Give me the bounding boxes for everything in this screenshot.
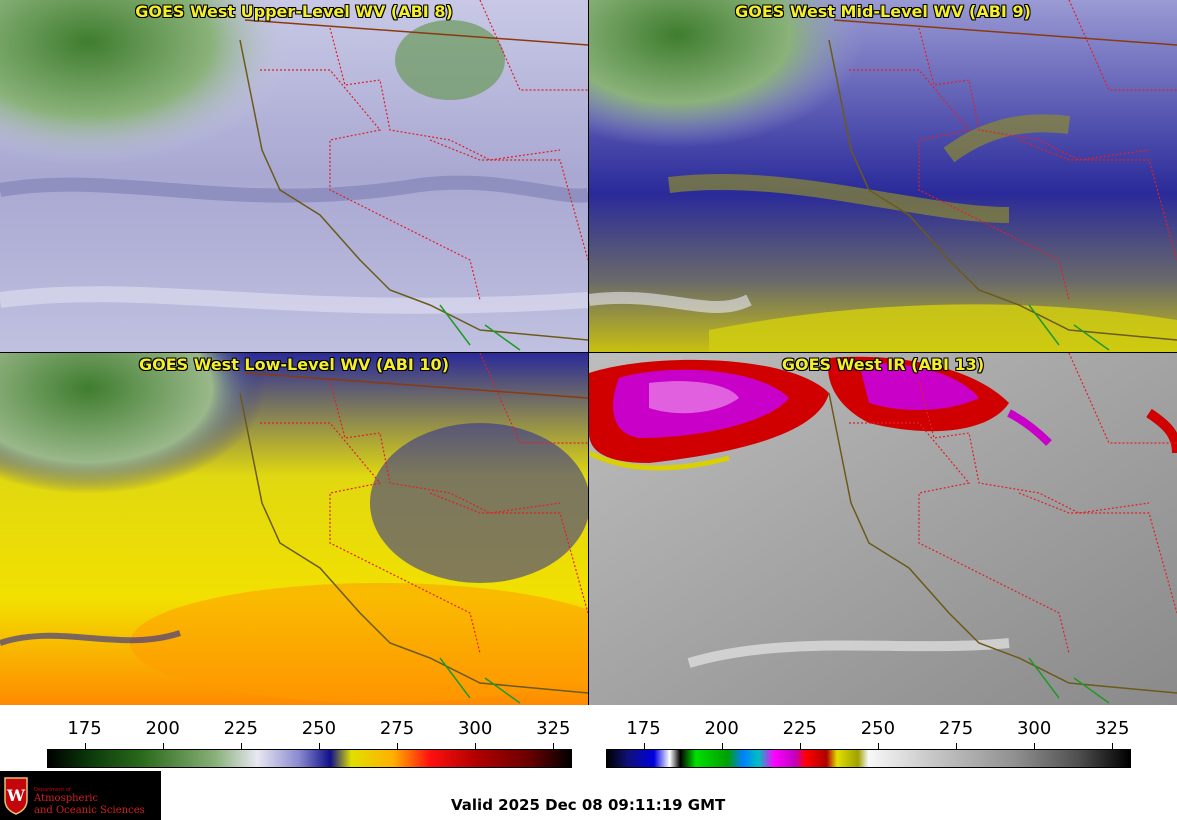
- intl-border: [244, 372, 588, 399]
- wv-tick-label: 225: [223, 718, 258, 739]
- wv-tick-mark: [318, 743, 320, 749]
- ir-tick-mark: [799, 743, 801, 749]
- wv-tick-label: 250: [301, 718, 337, 739]
- mexico-border: [439, 657, 521, 704]
- ir-colorbar: [606, 749, 1131, 768]
- panel-title: GOES West IR (ABI 13): [781, 355, 985, 374]
- ir-tick-label: 200: [704, 718, 739, 739]
- panel-title: GOES West Mid-Level WV (ABI 9): [735, 2, 1031, 21]
- wv-tick-mark: [397, 743, 398, 749]
- svg-text:W: W: [6, 786, 26, 805]
- wv-colorbar: [47, 749, 572, 768]
- wv-tick-mark: [162, 743, 164, 749]
- wv-tick-label: 300: [457, 718, 493, 739]
- mexico-border: [1028, 657, 1110, 704]
- panel-title: GOES West Low-Level WV (ABI 10): [138, 355, 449, 374]
- valid-time: Valid 2025 Dec 08 09:11:19 GMT: [451, 796, 726, 814]
- ir-tick-mark: [721, 743, 723, 749]
- ir-tick-label: 275: [938, 718, 974, 739]
- ir-tick-label: 300: [1016, 718, 1052, 739]
- wv-tick-mark: [84, 743, 86, 749]
- logo-line2: and Oceanic Sciences: [34, 805, 145, 816]
- upper-level-wv-panel: GOES West Upper-Level WV (ABI 8): [0, 0, 588, 352]
- wv-tick-label: 200: [145, 718, 180, 739]
- aos-logo: W Department of Atmospheric and Oceanic …: [0, 771, 161, 820]
- ir-tick-label: 175: [626, 718, 661, 739]
- intl-border: [244, 19, 588, 46]
- panel-divider-horizontal: [0, 352, 1177, 353]
- ir-tick-mark: [643, 743, 645, 749]
- intl-border: [833, 19, 1177, 46]
- ir-panel: GOES West IR (ABI 13): [589, 353, 1177, 705]
- coastline: [239, 392, 588, 694]
- wv-tick-label: 325: [536, 718, 571, 739]
- ir-colorbar-ticks: 175 200 225 250 275 300 325: [606, 718, 1131, 760]
- wv-tick-mark: [553, 743, 555, 749]
- ir-tick-label: 325: [1095, 718, 1130, 739]
- coastline: [828, 392, 1177, 694]
- ir-tick-mark: [956, 743, 957, 749]
- state-borders: [849, 0, 1177, 301]
- mexico-border: [439, 304, 521, 351]
- state-borders: [260, 353, 588, 654]
- low-level-wv-panel: GOES West Low-Level WV (ABI 10): [0, 353, 588, 705]
- ir-tick-mark: [1112, 743, 1114, 749]
- ir-tick-mark: [877, 743, 879, 749]
- uw-seal-icon: W: [4, 777, 28, 815]
- wv-tick-label: 275: [379, 718, 415, 739]
- panel-title: GOES West Upper-Level WV (ABI 8): [135, 2, 453, 21]
- mid-level-wv-panel: GOES West Mid-Level WV (ABI 9): [589, 0, 1177, 352]
- ir-tick-mark: [1034, 743, 1036, 749]
- low-level-wv-image: [0, 353, 588, 705]
- logo-dept-text: Department of: [34, 787, 71, 793]
- state-borders: [260, 0, 588, 301]
- logo-line1: Atmospheric: [34, 793, 99, 804]
- wv-tick-mark: [240, 743, 242, 749]
- ir-image: [589, 353, 1177, 705]
- state-borders: [849, 353, 1177, 654]
- ir-tick-label: 250: [860, 718, 896, 739]
- coastline: [239, 39, 588, 341]
- ir-tick-label: 225: [782, 718, 817, 739]
- wv-colorbar-ticks: 175 200 225 250 275 300 325: [47, 718, 572, 760]
- wv-tick-label: 175: [67, 718, 102, 739]
- mexico-border: [1028, 304, 1110, 351]
- mid-level-wv-image: [589, 0, 1177, 352]
- coastline: [828, 39, 1177, 341]
- upper-level-wv-image: [0, 0, 588, 352]
- wv-tick-mark: [475, 743, 477, 749]
